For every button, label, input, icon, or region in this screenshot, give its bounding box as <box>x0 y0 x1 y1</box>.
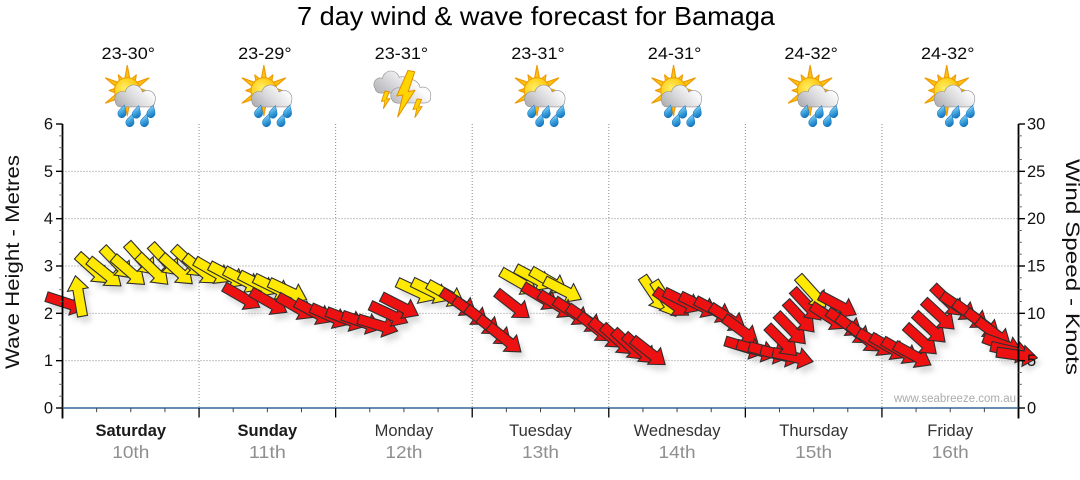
svg-text:Saturday: Saturday <box>95 422 166 440</box>
svg-text:6: 6 <box>44 116 53 134</box>
svg-text:20: 20 <box>1027 210 1045 228</box>
svg-text:15: 15 <box>1027 258 1045 276</box>
svg-text:13th: 13th <box>522 442 559 462</box>
svg-text:Thursday: Thursday <box>779 422 849 440</box>
svg-text:Sunday: Sunday <box>238 422 298 440</box>
svg-text:12th: 12th <box>385 442 422 462</box>
svg-text:Tuesday: Tuesday <box>509 422 572 440</box>
svg-text:1: 1 <box>44 352 53 370</box>
svg-text:23-30°: 23-30° <box>102 44 156 63</box>
svg-text:24-32°: 24-32° <box>921 44 975 63</box>
svg-text:www.seabreeze.com.au: www.seabreeze.com.au <box>893 393 1016 405</box>
svg-text:15th: 15th <box>795 442 832 462</box>
svg-text:10: 10 <box>1027 305 1045 323</box>
svg-text:3: 3 <box>44 258 53 276</box>
svg-text:Wind Speed - Knots: Wind Speed - Knots <box>1061 159 1080 375</box>
svg-text:2: 2 <box>44 305 53 323</box>
svg-text:Monday: Monday <box>375 422 434 440</box>
svg-text:Friday: Friday <box>927 422 974 440</box>
svg-text:11th: 11th <box>249 442 286 462</box>
svg-text:0: 0 <box>1027 400 1036 418</box>
svg-text:23-31°: 23-31° <box>375 44 429 63</box>
svg-text:23-29°: 23-29° <box>238 44 292 63</box>
svg-text:Wave Height - Metres: Wave Height - Metres <box>2 155 24 369</box>
svg-text:16th: 16th <box>932 442 969 462</box>
svg-text:24-31°: 24-31° <box>648 44 702 63</box>
svg-text:10th: 10th <box>112 442 149 462</box>
svg-text:5: 5 <box>1027 352 1036 370</box>
svg-text:7 day wind & wave forecast for: 7 day wind & wave forecast for Bamaga <box>297 1 776 31</box>
svg-text:4: 4 <box>44 210 53 228</box>
svg-text:24-32°: 24-32° <box>784 44 838 63</box>
svg-text:14th: 14th <box>659 442 696 462</box>
svg-text:Wednesday: Wednesday <box>634 422 722 440</box>
svg-text:25: 25 <box>1027 163 1045 181</box>
svg-text:30: 30 <box>1027 116 1045 134</box>
svg-text:23-31°: 23-31° <box>511 44 565 63</box>
svg-text:5: 5 <box>44 163 53 181</box>
svg-text:0: 0 <box>44 400 53 418</box>
